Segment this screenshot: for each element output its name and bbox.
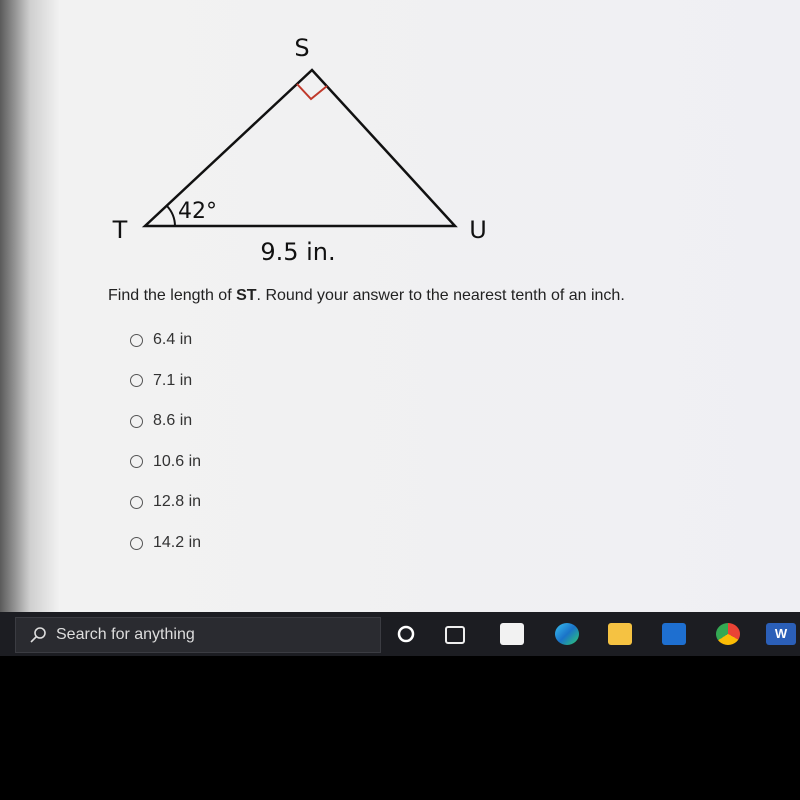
task-view-icon[interactable] — [445, 626, 465, 644]
angle-arc — [166, 205, 176, 227]
radio-button[interactable] — [130, 333, 143, 347]
word-icon[interactable]: W — [766, 623, 796, 645]
search-icon — [30, 627, 46, 643]
radio-button[interactable] — [130, 455, 143, 469]
option-label: 12.8 in — [153, 493, 202, 511]
search-placeholder: Search for anything — [56, 626, 195, 643]
option-label: 7.1 in — [153, 371, 193, 389]
radio-button[interactable] — [130, 374, 143, 388]
search-box[interactable]: Search for anything — [15, 617, 381, 653]
taskbar: Search for anything W — [0, 612, 800, 656]
option-label: 8.6 in — [153, 412, 193, 430]
chrome-icon[interactable] — [716, 623, 740, 645]
angle-label: 42° — [178, 199, 217, 224]
triangle — [141, 68, 458, 228]
explorer-icon[interactable] — [608, 623, 632, 645]
right-angle-marker — [296, 83, 328, 101]
radio-button[interactable] — [130, 414, 143, 428]
question-bold: ST — [236, 287, 257, 304]
answer-option[interactable]: 7.1 in — [130, 372, 192, 390]
answer-option[interactable]: 12.8 in — [130, 493, 201, 511]
answer-option[interactable]: 10.6 in — [130, 453, 201, 471]
answer-option[interactable]: 8.6 in — [130, 412, 192, 430]
option-label: 10.6 in — [153, 452, 202, 470]
cortana-icon[interactable] — [394, 622, 418, 646]
radio-button[interactable] — [130, 536, 143, 550]
screen: S T U 42° 9.5 in. Find the length of ST.… — [0, 0, 800, 612]
side-label: 9.5 in. — [260, 238, 335, 266]
triangle-diagram: S T U 42° 9.5 in. — [112, 34, 487, 266]
mail-icon[interactable] — [662, 623, 686, 645]
question-text: Find the length of — [108, 287, 237, 304]
answer-option[interactable]: 6.4 in — [130, 331, 192, 349]
option-label: 6.4 in — [153, 331, 193, 348]
option-label: 14.2 in — [153, 534, 202, 551]
edge-icon[interactable] — [555, 623, 579, 645]
answer-option[interactable]: 14.2 in — [130, 534, 201, 552]
vertex-label: T — [112, 216, 128, 244]
question: Find the length of ST. Round your answer… — [108, 287, 625, 305]
vertex-label: S — [294, 34, 309, 62]
vertex-label: U — [469, 216, 487, 244]
store-icon[interactable] — [500, 623, 524, 645]
radio-button[interactable] — [130, 495, 143, 509]
question-text: . Round your answer to the nearest tenth… — [256, 287, 625, 304]
